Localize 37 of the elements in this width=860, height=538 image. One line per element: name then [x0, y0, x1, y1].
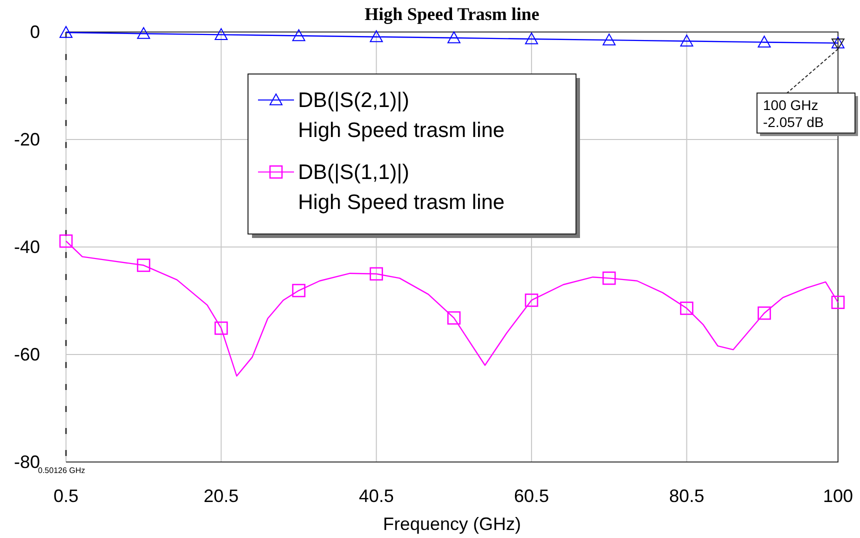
point — [680, 34, 694, 46]
point — [214, 28, 228, 40]
point — [60, 26, 72, 38]
legend-label: DB(|S(2,1)|) High Speed trasm line — [298, 89, 505, 142]
x-tick-label: 20.5 — [204, 486, 239, 506]
point — [602, 34, 616, 46]
point — [758, 36, 771, 48]
point — [447, 31, 460, 44]
point — [292, 284, 306, 298]
point — [525, 32, 538, 44]
x-tick-label: 100 — [822, 486, 854, 506]
y-tick-label: -20 — [14, 130, 40, 150]
text: 0.50126 GHz — [38, 466, 86, 475]
y-tick-label: 0 — [30, 22, 40, 42]
point — [370, 267, 383, 281]
point — [136, 258, 150, 272]
point — [524, 294, 538, 307]
annotation: 100 GHz -2.057 dB — [763, 97, 824, 130]
chart-title: High Speed Trasm line — [364, 4, 540, 24]
y-tick-label: -60 — [14, 344, 40, 364]
point — [292, 29, 306, 42]
point — [602, 272, 616, 285]
y-tick-label: -40 — [14, 237, 40, 257]
point — [137, 27, 150, 39]
point — [831, 296, 845, 310]
x-tick-label: 40.5 — [358, 486, 394, 506]
point — [370, 30, 383, 42]
x-axis-title: Frequency (GHz) — [382, 514, 522, 534]
point — [214, 322, 228, 335]
legend-label: DB(|S(1,1)|) High Speed trasm line — [298, 161, 505, 214]
point — [680, 302, 694, 315]
x-tick-label: 80.5 — [669, 486, 704, 506]
x-tick-label: 0.5 — [53, 486, 79, 506]
point — [447, 311, 461, 325]
point — [758, 306, 771, 320]
x-tick-label: 60.5 — [514, 486, 550, 506]
point — [59, 234, 73, 248]
